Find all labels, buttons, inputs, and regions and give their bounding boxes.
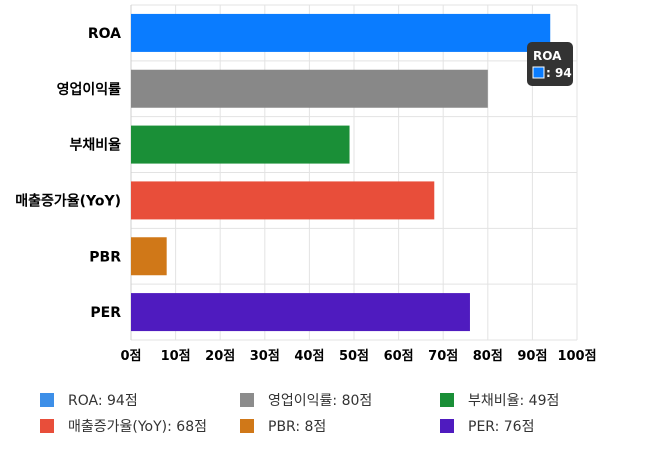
bar[interactable]: [131, 125, 350, 164]
x-tick-label: 30점: [250, 349, 280, 364]
category-label: 영업이익률: [57, 81, 122, 98]
bars: [131, 13, 551, 332]
x-tick-label: 80점: [473, 349, 503, 364]
legend-label: 영업이익률: 80점: [268, 393, 373, 409]
legend-label: ROA: 94점: [68, 393, 138, 409]
legend-swatch: [440, 393, 454, 407]
tooltip-swatch: [532, 66, 545, 79]
legend-label: PER: 76점: [468, 419, 535, 435]
legend-item-per[interactable]: PER: 76점: [440, 418, 640, 435]
legend: ROA: 94점 영업이익률: 80점 부채비율: 49점 매출증가율(YoY)…: [40, 392, 640, 435]
x-tick-label: 10점: [161, 349, 191, 364]
legend-swatch: [40, 393, 54, 407]
tooltip: ROA : 94: [527, 42, 573, 86]
legend-item-debt-ratio[interactable]: 부채비율: 49점: [440, 392, 640, 409]
legend-item-roa[interactable]: ROA: 94점: [40, 392, 240, 409]
x-tick-label: 100점: [557, 349, 596, 364]
grid-lines: [130, 4, 578, 341]
legend-item-revenue-growth[interactable]: 매출증가율(YoY): 68점: [40, 418, 240, 435]
category-label: ROA: [88, 26, 121, 42]
bar[interactable]: [131, 181, 435, 220]
tooltip-value: : 94: [546, 66, 572, 80]
category-label: PBR: [89, 249, 121, 265]
bar[interactable]: [131, 13, 551, 52]
category-label: 부채비율: [69, 137, 121, 154]
legend-swatch: [440, 419, 454, 433]
x-tick-label: 0점: [120, 349, 141, 364]
bar[interactable]: [131, 237, 167, 276]
x-tick-label: 20점: [205, 349, 235, 364]
tooltip-title: ROA: [533, 49, 562, 63]
legend-label: 부채비율: 49점: [468, 393, 560, 409]
x-tick-label: 50점: [339, 349, 369, 364]
legend-label: 매출증가율(YoY): 68점: [68, 419, 207, 435]
legend-swatch: [240, 419, 254, 433]
legend-swatch: [40, 419, 54, 433]
legend-item-operating-margin[interactable]: 영업이익률: 80점: [240, 392, 440, 409]
legend-item-pbr[interactable]: PBR: 8점: [240, 418, 440, 435]
category-label: 매출증가율(YoY): [15, 192, 121, 209]
legend-label: PBR: 8점: [268, 419, 327, 435]
category-label: PER: [90, 305, 121, 321]
x-tick-label: 60점: [384, 349, 414, 364]
x-tick-label: 90점: [517, 349, 547, 364]
bar[interactable]: [131, 69, 488, 108]
bar[interactable]: [131, 293, 470, 332]
x-tick-label: 70점: [428, 349, 458, 364]
legend-swatch: [240, 393, 254, 407]
x-tick-label: 40점: [294, 349, 324, 364]
x-tick-labels: 0점 10점 20점 30점 40점 50점 60점 70점 80점 90점 100점: [120, 349, 596, 364]
